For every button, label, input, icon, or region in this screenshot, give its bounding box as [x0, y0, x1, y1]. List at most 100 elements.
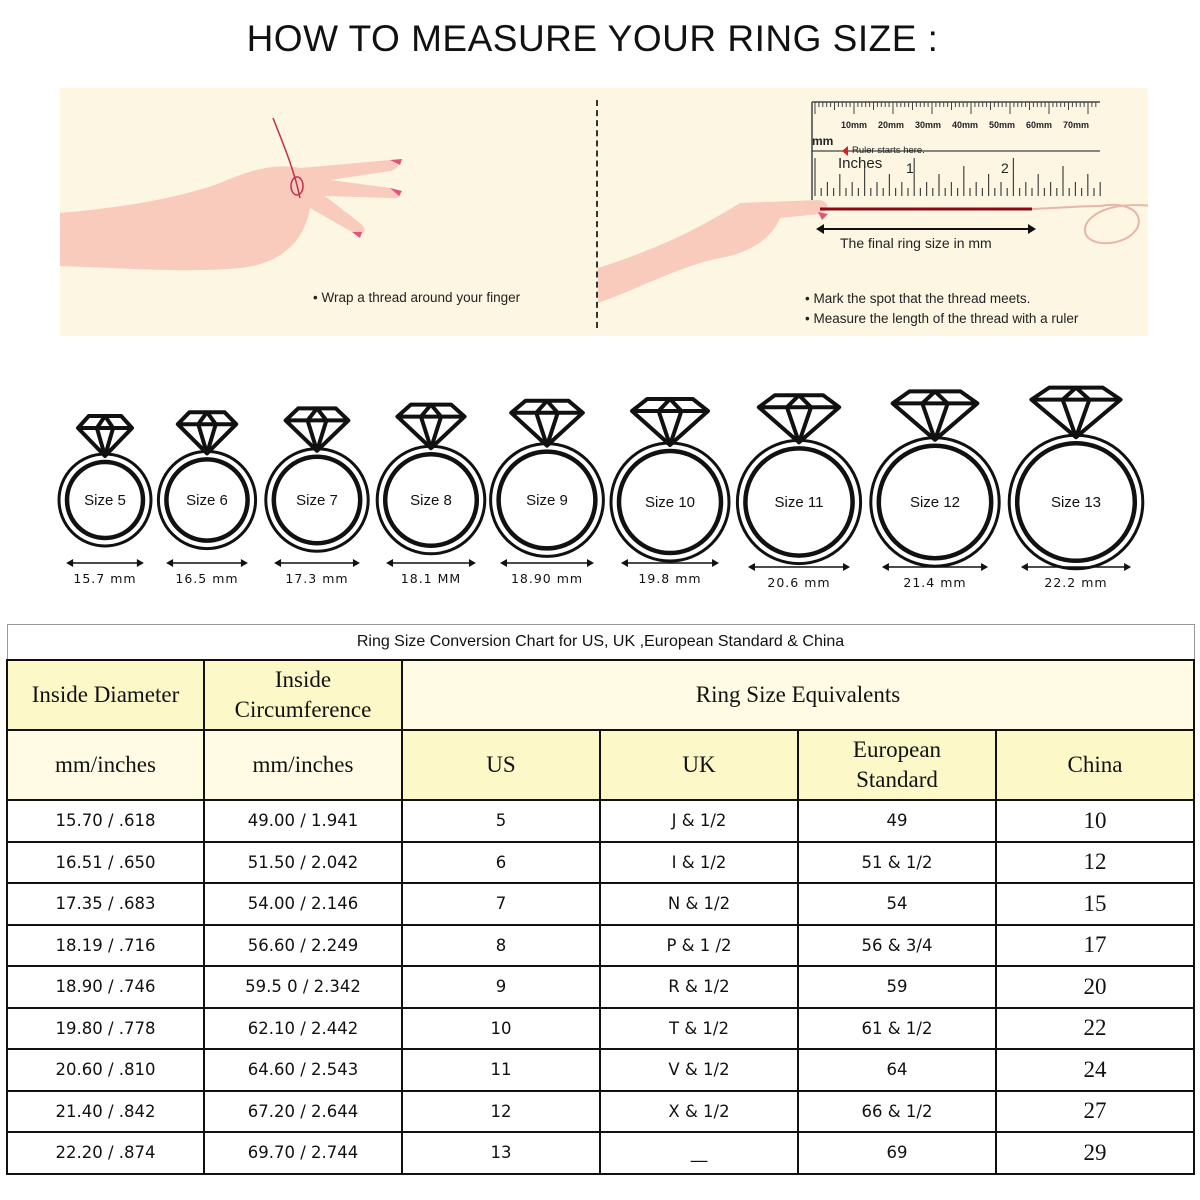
table-row: 18.90 / .746 59.5 0 / 2.342 9 R & 1/2 59 20	[6, 965, 1196, 1009]
ring-diameter-label: 19.8 mm	[638, 571, 701, 586]
cell-uk: N & 1/2	[599, 882, 799, 926]
ruler-inches-label: Inches	[838, 155, 883, 172]
ring-diameter-label: 18.1 MM	[401, 571, 461, 586]
ring-inner	[271, 454, 363, 546]
cell-china: 22	[994, 1006, 1196, 1050]
cell-china: 10	[994, 799, 1196, 843]
mm-tick-label: 60mm	[1026, 120, 1053, 130]
instruction-measure: • Measure the length of the thread with …	[805, 311, 1079, 326]
diamond-icon	[283, 406, 351, 453]
table-row: 18.19 / .716 56.60 / 2.249 8 P & 1 /2 56 & 3…	[6, 923, 1196, 967]
header-ring-size-equivalents: Ring Size Equivalents	[400, 659, 1196, 731]
ring-diameter-label: 18.90 mm	[511, 571, 583, 586]
cell-eu: 56 & 3/4	[797, 923, 997, 967]
diamond-icon	[756, 393, 842, 445]
header-us: US	[401, 729, 601, 801]
table-row: 16.51 / .650 51.50 / 2.042 6 I & 1/2 51 & 1/…	[6, 840, 1196, 884]
table-row: 17.35 / .683 54.00 / 2.146 7 N & 1/2 54 15	[6, 882, 1196, 926]
ring-inner	[382, 451, 480, 549]
mm-tick-label: 50mm	[989, 120, 1016, 130]
inch-tick-2: 2	[1001, 160, 1009, 176]
ring-size-6: Size 6 16.5 mm	[156, 410, 258, 586]
cell-diameter: 18.90 / .746	[6, 965, 205, 1009]
cell-uk: P & 1 /2	[599, 923, 799, 967]
cell-eu: 59	[797, 965, 997, 1009]
diamond-icon	[1029, 385, 1123, 440]
ring-inner	[64, 459, 146, 541]
instruction-wrap: • Wrap a thread around your finger	[313, 290, 521, 305]
table-row: 19.80 / .778 62.10 / 2.442 10 T & 1/2 61 & 1…	[6, 1006, 1196, 1050]
ring-inner	[743, 446, 855, 558]
cell-us: 10	[401, 1006, 601, 1050]
mm-tick-label: 70mm	[1063, 120, 1090, 130]
table-row: 21.40 / .842 67.20 / 2.644 12 X & 1/2 66 & 1…	[6, 1089, 1196, 1133]
ring-size-label: Size 9	[526, 492, 568, 509]
ring-diameter-label: 17.3 mm	[285, 571, 348, 586]
cell-us: 5	[401, 799, 601, 843]
final-size-label: The final ring size in mm	[840, 235, 992, 251]
cell-uk: V & 1/2	[599, 1048, 799, 1092]
ring-size-11: Size 11 20.6 mm	[735, 393, 863, 590]
table-row: 20.60 / .810 64.60 / 2.543 11 V & 1/2 64 24	[6, 1048, 1196, 1092]
header-european: European Standard	[797, 729, 997, 801]
ring-diameter-label: 16.5 mm	[175, 571, 238, 586]
cell-eu: 66 & 1/2	[797, 1089, 997, 1133]
cell-china: 20	[994, 965, 1196, 1009]
diamond-icon	[395, 402, 467, 451]
ring-size-label: Size 12	[910, 494, 960, 511]
ruler-mm-label: mm	[812, 134, 834, 148]
cell-diameter: 22.20 / .874	[6, 1131, 205, 1175]
ring-size-12: Size 12 21.4 mm	[869, 389, 1001, 590]
ring-inner	[1014, 440, 1138, 564]
ring-size-row: Size 5 15.7 mm Size 6 16.5 mm Size 7 17.3 mm S…	[0, 370, 1200, 600]
header-uk: UK	[599, 729, 799, 801]
cell-diameter: 15.70 / .618	[6, 799, 205, 843]
ring-inner	[876, 443, 994, 561]
cell-eu: 49	[797, 799, 997, 843]
header-circumference-unit: mm/inches	[203, 729, 403, 801]
cell-diameter: 17.35 / .683	[6, 882, 205, 926]
ring-size-10: Size 10 19.8 mm	[609, 397, 731, 586]
cell-diameter: 18.19 / .716	[6, 923, 205, 967]
ring-diameter-label: 20.6 mm	[767, 575, 830, 590]
header-inside-diameter: Inside Diameter	[6, 659, 205, 731]
diamond-icon	[76, 414, 134, 458]
cell-diameter: 20.60 / .810	[6, 1048, 205, 1092]
cell-us: 11	[401, 1048, 601, 1092]
cell-china: 24	[994, 1048, 1196, 1092]
header-china: China	[994, 729, 1196, 801]
table-caption: Ring Size Conversion Chart for US, UK ,E…	[6, 624, 1195, 661]
ring-diameter-label: 21.4 mm	[903, 575, 966, 590]
mm-tick-label: 40mm	[952, 120, 979, 130]
mm-tick-label: 10mm	[841, 120, 868, 130]
cell-us: 9	[401, 965, 601, 1009]
cell-circumference: 49.00 / 1.941	[203, 799, 403, 843]
cell-uk: __	[599, 1131, 799, 1175]
cell-eu: 54	[797, 882, 997, 926]
cell-us: 8	[401, 923, 601, 967]
dashed-divider	[596, 100, 598, 328]
ring-size-9: Size 9 18.90 mm	[489, 398, 605, 586]
cell-diameter: 16.51 / .650	[6, 840, 205, 884]
cell-us: 13	[401, 1131, 601, 1175]
cell-uk: X & 1/2	[599, 1089, 799, 1133]
cell-eu: 64	[797, 1048, 997, 1092]
cell-china: 12	[994, 840, 1196, 884]
ring-inner	[496, 449, 598, 551]
diamond-icon	[175, 410, 239, 456]
ring-inner	[616, 448, 724, 556]
ring-size-label: Size 8	[410, 492, 452, 509]
cell-china: 27	[994, 1089, 1196, 1133]
diamond-icon	[509, 398, 585, 448]
cell-uk: R & 1/2	[599, 965, 799, 1009]
ring-size-label: Size 7	[296, 492, 338, 509]
ring-diameter-label: 22.2 mm	[1044, 575, 1107, 590]
cell-china: 17	[994, 923, 1196, 967]
cell-us: 12	[401, 1089, 601, 1133]
table-row: 22.20 / .874 69.70 / 2.744 13 __ 69 29	[6, 1131, 1196, 1175]
cell-circumference: 69.70 / 2.744	[203, 1131, 403, 1175]
hand-illustrations	[60, 101, 1148, 303]
ruler-start-note: Ruler starts here.	[852, 145, 925, 156]
cell-eu: 69	[797, 1131, 997, 1175]
